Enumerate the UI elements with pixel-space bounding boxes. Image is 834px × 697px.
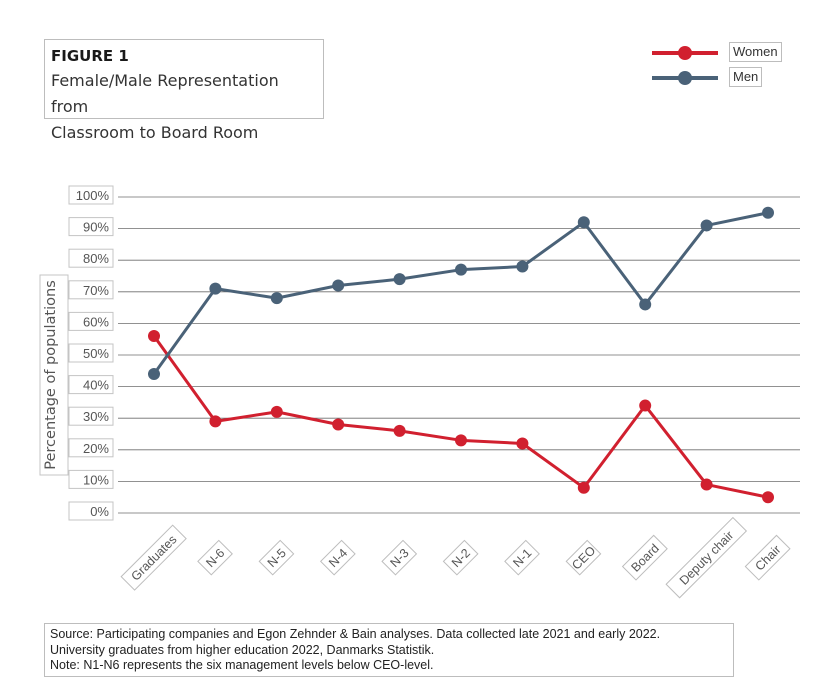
data-point-men <box>148 367 160 380</box>
y-tick-box <box>68 185 114 205</box>
series-line-women <box>152 335 769 499</box>
data-point-women <box>209 415 222 428</box>
x-tick: N-4 <box>319 539 356 576</box>
data-point-women <box>393 424 406 437</box>
y-tick-box <box>68 501 114 521</box>
y-tick-label: 30% <box>83 409 109 424</box>
chart-legend: Women Men <box>646 42 796 92</box>
x-tick: N-2 <box>442 539 479 576</box>
figure-title: Female/Male Representation from Classroo… <box>51 71 279 142</box>
data-point-men <box>209 282 222 295</box>
y-tick-box <box>68 438 114 458</box>
note-line: Note: N1-N6 represents the six managemen… <box>50 658 434 672</box>
y-tick-box <box>68 406 114 426</box>
y-tick-label: 10% <box>83 472 109 487</box>
legend-item-women: Women <box>646 42 796 62</box>
data-point-men <box>455 263 467 276</box>
x-tick-label: Deputy chair <box>677 528 737 588</box>
x-tick-box <box>665 516 748 599</box>
data-point-women <box>332 418 345 431</box>
x-tick-box <box>258 539 295 576</box>
y-tick-box <box>68 343 114 363</box>
data-point-women <box>639 399 652 412</box>
y-tick-label: 70% <box>83 283 109 298</box>
y-tick-box <box>68 280 114 300</box>
x-tick: Graduates <box>120 524 187 591</box>
x-tick-box <box>319 539 356 576</box>
data-point-women <box>270 405 283 418</box>
data-point-men <box>762 206 774 219</box>
x-tick-box <box>565 539 602 576</box>
legend-marker-women <box>678 46 692 60</box>
y-tick-label: 60% <box>83 314 109 329</box>
x-tick-box <box>381 539 418 576</box>
source-line: Source: Participating companies and Egon… <box>50 627 661 641</box>
y-tick-box <box>68 469 114 489</box>
x-tick: CEO <box>565 539 602 576</box>
data-point-men <box>700 219 713 232</box>
figure-title-box: FIGURE 1 Female/Male Representation from… <box>44 39 324 142</box>
y-axis-title: Percentage of populations <box>43 280 59 469</box>
y-tick-label: 80% <box>83 251 109 266</box>
data-point-men <box>393 273 406 286</box>
x-tick-box <box>120 524 187 591</box>
legend-marker-men <box>678 71 692 85</box>
x-tick-box <box>744 534 791 581</box>
x-tick-label: Graduates <box>128 532 179 583</box>
y-tick-label: 0% <box>90 504 109 519</box>
data-point-women <box>455 434 467 447</box>
x-tick-box <box>621 534 668 581</box>
y-tick-label: 50% <box>83 346 109 361</box>
data-point-women <box>577 481 590 494</box>
y-tick-box <box>68 311 114 331</box>
data-point-women <box>148 330 160 343</box>
legend-label-women: Women <box>729 42 782 62</box>
y-axis-title-box <box>39 274 69 476</box>
x-tick: Board <box>621 534 668 581</box>
source-note-box: Source: Participating companies and Egon… <box>44 623 734 677</box>
x-tick: N-1 <box>504 539 540 576</box>
y-tick-box <box>68 217 114 237</box>
x-tick: N-5 <box>258 539 295 576</box>
data-point-women <box>762 491 774 504</box>
x-tick: N-3 <box>381 539 418 576</box>
data-point-men <box>516 260 529 273</box>
data-point-men <box>270 292 283 305</box>
x-tick-box <box>197 539 233 576</box>
source-line: University graduates from higher educati… <box>50 642 435 657</box>
y-tick-label: 20% <box>83 441 109 456</box>
y-tick-box <box>68 248 114 268</box>
data-point-men <box>639 298 652 311</box>
data-point-men <box>577 216 590 229</box>
data-point-women <box>516 437 529 450</box>
x-tick: N-6 <box>197 539 233 576</box>
x-tick-box <box>504 539 540 576</box>
x-tick-box <box>442 539 479 576</box>
legend-label-men: Men <box>729 67 763 87</box>
line-chart: 0% 10% 20% 30% 40% 50% 60% 70% 80% 90% 100% Percent… <box>39 185 800 599</box>
x-tick: Chair <box>744 534 791 581</box>
y-tick-box <box>68 375 114 395</box>
data-point-men <box>332 279 345 292</box>
series-line-men <box>152 211 769 375</box>
data-point-women <box>700 478 713 491</box>
figure-label: FIGURE 1 <box>51 47 129 65</box>
y-tick-label: 90% <box>83 220 109 235</box>
y-tick-label: 100% <box>76 188 110 203</box>
legend-item-men: Men <box>646 67 796 87</box>
y-tick-label: 40% <box>83 378 109 393</box>
x-tick: Deputy chair <box>665 516 748 599</box>
